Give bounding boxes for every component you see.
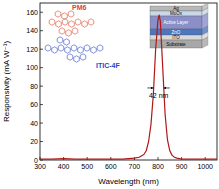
- y-tick: [40, 104, 43, 105]
- annotation-pm6: PM6: [72, 4, 87, 11]
- molecule-ring: [71, 45, 77, 51]
- molecule-ring: [91, 47, 97, 53]
- molecule-ring: [57, 37, 63, 43]
- x-tick-label: 600: [105, 163, 117, 170]
- molecule-ring: [55, 11, 61, 17]
- device-layer: [150, 6, 202, 11]
- molecule-ring: [88, 19, 94, 25]
- molecule-ring: [52, 47, 58, 53]
- device-layer: [150, 11, 202, 16]
- molecule-ring: [56, 21, 62, 27]
- x-tick-label: 300: [34, 163, 46, 170]
- x-tick-label: 400: [58, 163, 70, 170]
- molecule-ring: [68, 11, 74, 17]
- molecule-inset: [45, 11, 103, 62]
- plot-area: [40, 15, 217, 159]
- y-tick: [40, 86, 43, 87]
- y-tick-label: 80: [30, 83, 38, 90]
- molecule-ring: [45, 45, 51, 51]
- y-tick-label: 160: [26, 9, 38, 16]
- molecule-ring: [72, 28, 78, 34]
- x-tick: [158, 157, 159, 160]
- y-tick-label: 60: [30, 101, 38, 108]
- x-tick-label: 1000: [197, 163, 213, 170]
- molecule-ring: [58, 45, 64, 51]
- molecule-ring: [69, 21, 75, 27]
- y-tick: [40, 123, 43, 124]
- molecule-ring: [74, 56, 80, 62]
- molecule-ring: [80, 54, 86, 60]
- molecule-ring: [78, 47, 84, 53]
- annotation-fwhm: 42 nm: [149, 92, 169, 99]
- molecule-ring: [62, 13, 68, 19]
- annotation-itic: ITIC-4F: [96, 62, 120, 69]
- molecule-ring: [64, 39, 70, 45]
- molecule-ring: [82, 21, 88, 27]
- molecule-ring: [65, 47, 71, 53]
- molecule-ring: [97, 45, 103, 51]
- device-layer: [150, 40, 202, 48]
- molecule-ring: [66, 30, 72, 36]
- fwhm-arrow: [164, 87, 170, 88]
- y-tick-label: 20: [30, 138, 38, 145]
- y-tick-label: 0: [34, 157, 38, 164]
- y-tick-label: 100: [26, 64, 38, 71]
- y-tick: [40, 67, 43, 68]
- plot-frame: [40, 3, 217, 160]
- fwhm-arrow: [147, 87, 153, 88]
- x-tick-label: 800: [152, 163, 164, 170]
- molecule-ring: [67, 54, 73, 60]
- y-tick: [40, 49, 43, 50]
- x-axis-title: Wavelength (nm): [98, 177, 159, 186]
- device-layer: [150, 35, 202, 40]
- y-tick-label: 40: [30, 120, 38, 127]
- device-layer-label: Active Layer: [164, 20, 189, 25]
- device-layer-side: [202, 37, 208, 48]
- chart: 300 400 500 600 700 800 900 1000 0 20 40 60 80 100 120…: [0, 0, 219, 189]
- molecule-ring: [84, 45, 90, 51]
- molecule-ring: [59, 28, 65, 34]
- y-tick-label: 120: [26, 46, 38, 53]
- x-tick-label: 700: [129, 163, 141, 170]
- y-tick: [40, 141, 43, 142]
- device-layer-label: MoOx: [170, 11, 183, 16]
- x-tick-label: 900: [176, 163, 188, 170]
- molecule-ring: [62, 19, 68, 25]
- y-axis-title: Responsivity (mA W⁻¹): [2, 41, 11, 122]
- molecule-ring: [49, 19, 55, 25]
- device-layer: [150, 29, 202, 35]
- device-layer-label: Substrate: [166, 42, 186, 47]
- x-tick-label: 500: [81, 163, 93, 170]
- y-tick-label: 140: [26, 27, 38, 34]
- device-layer-label: ITO: [172, 35, 180, 40]
- device-layer-label: ZnO: [172, 30, 181, 35]
- series-line: [40, 15, 217, 159]
- molecule-ring: [75, 19, 81, 25]
- device-inset: AgMoOxActive LayerZnOITOSubstrate: [150, 3, 208, 48]
- y-tick: [40, 12, 43, 13]
- y-tick: [40, 30, 43, 31]
